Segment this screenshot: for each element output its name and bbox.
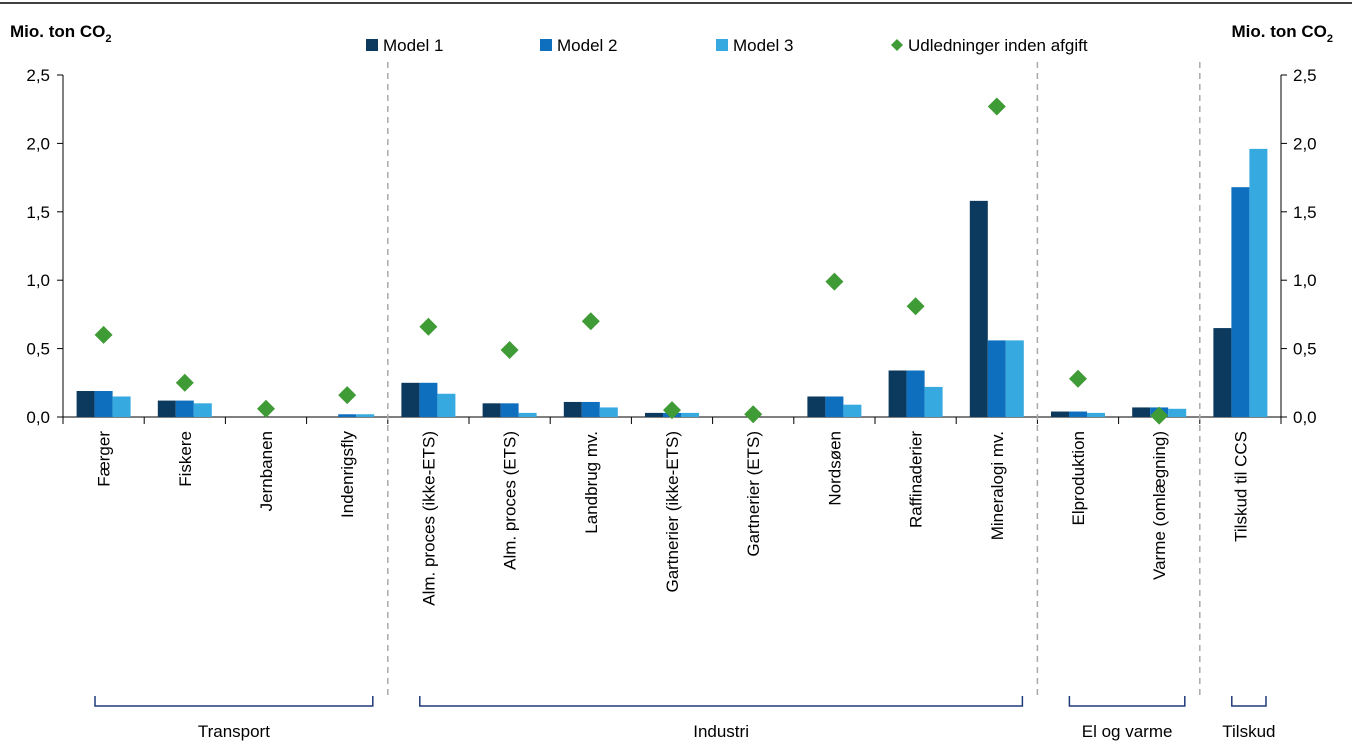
legend-swatch [716, 39, 728, 51]
bar-model-1 [807, 396, 826, 417]
bar-model-3 [1249, 148, 1268, 417]
category-label: Varme (omlægning) [1150, 431, 1169, 580]
category-label: Tilskud til CCS [1231, 431, 1250, 542]
category-label: Gartnerier (ikke-ETS) [663, 431, 682, 593]
bar-model-1 [482, 403, 501, 417]
category-label: Færger [95, 431, 114, 487]
right-y-tick-label: 2,5 [1293, 66, 1317, 85]
bar-model-3 [193, 403, 212, 417]
bar-model-1 [563, 401, 582, 417]
group-brace [1068, 696, 1186, 707]
bar-model-1 [645, 412, 663, 417]
group-label: Transport [198, 722, 270, 741]
category-label: Raffinaderier [907, 431, 926, 528]
category-label: Elproduktion [1069, 431, 1088, 526]
bar-model-2 [338, 414, 357, 417]
bar-model-2 [987, 340, 1006, 417]
marker-emissions-before-tax [1069, 369, 1087, 388]
plot-area: 0,0 0,0 0,5 0,5 1,0 1,0 1,5 1,5 2,0 2,0 2,5 2,5 Færg… [26, 62, 1317, 741]
left-axis-unit: Mio. ton CO2 [10, 22, 112, 45]
bar-model-3 [1168, 408, 1187, 417]
legend-swatch [540, 39, 552, 51]
bar-model-1 [76, 391, 95, 417]
group-brace [1231, 696, 1267, 707]
marker-emissions-before-tax [419, 317, 438, 336]
marker-emissions-before-tax [744, 405, 763, 424]
bar-model-1 [401, 382, 420, 417]
legend-label: Model 1 [383, 36, 443, 55]
right-y-tick-label: 0,0 [1293, 408, 1317, 427]
category-label: Nordsøen [825, 431, 844, 506]
bar-model-2 [94, 391, 113, 417]
marker-emissions-before-tax [257, 399, 275, 418]
bar-model-2 [1231, 187, 1250, 417]
legend-swatch [891, 39, 903, 51]
category-label: Jernbanen [257, 431, 276, 511]
group-label: Industri [693, 722, 749, 741]
bar-model-3 [924, 386, 943, 417]
bar-model-3 [437, 393, 456, 417]
legend: Model 1 Model 2 Model 3 Udledninger inden a… [366, 36, 1088, 55]
bar-model-1 [1213, 328, 1232, 417]
category-label: Gartnerier (ETS) [744, 431, 763, 557]
bar-model-1 [1132, 407, 1151, 417]
legend-swatch [366, 39, 378, 51]
category-label: Landbrug mv. [582, 431, 601, 534]
bar-model-1 [157, 400, 176, 417]
marker-emissions-before-tax [825, 272, 844, 291]
marker-emissions-before-tax [581, 312, 600, 331]
bar-model-3 [112, 396, 131, 417]
legend-label: Model 3 [733, 36, 793, 55]
marker-emissions-before-tax [338, 386, 357, 405]
legend-label: Udledninger inden afgift [908, 36, 1088, 55]
bar-model-3 [1005, 340, 1024, 417]
bar-model-1 [1051, 411, 1069, 417]
bar-model-2 [419, 382, 438, 417]
group-brace [419, 696, 1024, 707]
legend-label: Model 2 [557, 36, 617, 55]
bar-model-2 [500, 403, 519, 417]
left-y-tick-label: 2,0 [26, 134, 50, 153]
bar-model-3 [356, 414, 375, 417]
bar-model-2 [175, 400, 194, 417]
marker-emissions-before-tax [663, 401, 681, 420]
group-label: Tilskud [1222, 722, 1275, 741]
marker-emissions-before-tax [94, 325, 113, 344]
right-y-tick-label: 1,0 [1293, 271, 1317, 290]
marker-emissions-before-tax [500, 340, 519, 359]
bar-model-3 [1087, 412, 1105, 417]
category-label: Alm. proces (ikke-ETS) [419, 431, 438, 606]
left-y-tick-label: 1,5 [26, 203, 50, 222]
marker-emissions-before-tax [987, 97, 1006, 116]
bar-model-3 [518, 412, 537, 417]
bar-model-2 [906, 370, 925, 417]
category-label: Indenrigsfly [338, 431, 357, 518]
category-label: Alm. proces (ETS) [501, 431, 520, 570]
right-y-tick-label: 0,5 [1293, 340, 1317, 359]
bar-model-1 [969, 200, 988, 417]
right-axis-unit: Mio. ton CO2 [1232, 22, 1334, 45]
left-y-tick-label: 0,5 [26, 340, 50, 359]
category-label: Fiskere [176, 431, 195, 487]
bar-model-3 [599, 407, 618, 417]
left-y-tick-label: 0,0 [26, 408, 50, 427]
bar-model-1 [888, 370, 907, 417]
left-y-tick-label: 1,0 [26, 271, 50, 290]
bar-model-3 [843, 404, 862, 417]
marker-emissions-before-tax [1150, 406, 1169, 425]
bar-model-2 [825, 396, 844, 417]
group-label: El og varme [1082, 722, 1173, 741]
group-brace [94, 696, 374, 707]
left-y-tick-label: 2,5 [26, 66, 50, 85]
category-label: Mineralogi mv. [988, 431, 1007, 540]
bar-model-2 [581, 401, 600, 417]
marker-emissions-before-tax [906, 297, 925, 316]
bar-model-2 [1069, 411, 1087, 417]
marker-emissions-before-tax [175, 373, 194, 392]
bar-model-3 [681, 412, 699, 417]
right-y-tick-label: 1,5 [1293, 203, 1317, 222]
right-y-tick-label: 2,0 [1293, 134, 1317, 153]
